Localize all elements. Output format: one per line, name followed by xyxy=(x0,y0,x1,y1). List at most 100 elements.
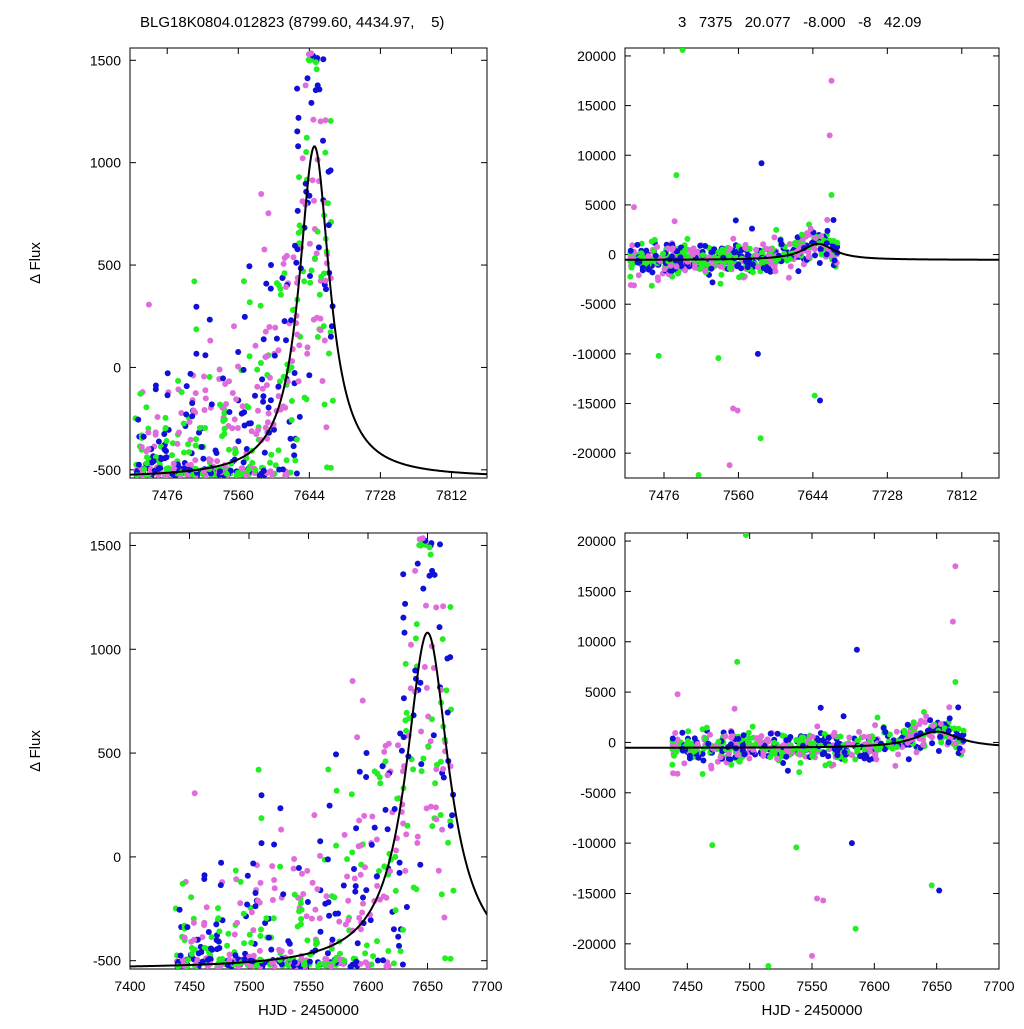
data-point-magenta xyxy=(395,742,401,749)
data-point-magenta xyxy=(248,909,255,916)
data-point-green xyxy=(191,946,198,953)
data-point-green xyxy=(301,961,307,968)
data-point-magenta xyxy=(423,684,430,691)
data-point-blue xyxy=(291,959,298,966)
data-point-magenta xyxy=(432,804,439,811)
x-tick-label: 7400 xyxy=(609,978,640,994)
model-curve xyxy=(130,145,487,476)
data-point-blue xyxy=(731,249,738,256)
data-point-green xyxy=(188,951,195,957)
y-tick-label: 1000 xyxy=(90,641,121,657)
outlier-point xyxy=(742,533,749,538)
data-point-green xyxy=(681,247,688,254)
data-point-magenta xyxy=(323,893,330,900)
data-point-green xyxy=(331,894,338,901)
data-point-green xyxy=(901,729,908,736)
data-point-green xyxy=(296,908,303,915)
data-point-blue xyxy=(304,899,311,905)
data-point-magenta xyxy=(256,947,263,954)
data-point-magenta xyxy=(290,254,297,261)
data-point-blue xyxy=(193,350,200,357)
data-point-green xyxy=(253,962,260,969)
data-point-blue xyxy=(293,470,300,477)
y-tick-label: -5000 xyxy=(580,296,616,312)
data-point-blue xyxy=(317,838,324,845)
data-point-green xyxy=(304,937,311,944)
x-axis-label: HJD - 2450000 xyxy=(258,1002,359,1019)
x-tick-label: 7600 xyxy=(859,978,890,994)
data-point-blue xyxy=(271,426,277,433)
data-point-blue xyxy=(277,805,284,812)
data-point-green xyxy=(143,460,150,467)
data-point-blue xyxy=(295,143,302,150)
data-point-blue xyxy=(294,207,301,214)
data-point-blue xyxy=(674,248,681,255)
data-point-magenta xyxy=(239,465,246,472)
data-point-blue xyxy=(347,963,354,969)
outlier-point xyxy=(734,407,741,414)
outlier-point xyxy=(765,963,772,969)
data-point-magenta xyxy=(345,917,352,924)
event-header-left: BLG18K0804.012823 (8799.60, 4434.97, 5) xyxy=(140,14,445,31)
data-point-blue xyxy=(260,398,267,405)
data-point-magenta xyxy=(708,762,715,769)
y-tick-label: -20000 xyxy=(572,936,616,952)
data-point-green xyxy=(717,280,724,287)
data-point-magenta xyxy=(722,733,729,740)
data-point-blue xyxy=(276,466,283,473)
data-point-magenta xyxy=(418,728,425,735)
data-point-magenta xyxy=(242,472,249,478)
data-point-green xyxy=(232,447,239,454)
data-point-magenta xyxy=(760,241,767,248)
data-point-blue xyxy=(209,946,216,953)
data-point-magenta xyxy=(923,713,930,720)
data-point-magenta xyxy=(252,342,259,349)
data-point-green xyxy=(217,401,224,408)
outlier-point xyxy=(853,646,860,653)
data-point-green xyxy=(240,910,247,917)
y-tick-label: -5000 xyxy=(580,785,616,801)
data-point-green xyxy=(137,390,144,397)
data-point-magenta xyxy=(774,755,781,762)
data-point-magenta xyxy=(357,871,364,878)
data-point-green xyxy=(362,950,369,957)
data-point-green xyxy=(960,727,967,734)
data-point-blue xyxy=(306,958,313,965)
data-point-blue xyxy=(700,757,707,764)
data-point-green xyxy=(337,950,343,957)
data-point-green xyxy=(162,414,169,421)
y-tick-label: -500 xyxy=(93,462,121,478)
data-point-blue xyxy=(241,313,248,320)
data-point-blue xyxy=(240,459,247,466)
data-point-blue xyxy=(741,751,748,758)
data-point-magenta xyxy=(872,722,879,729)
data-point-green xyxy=(303,396,310,403)
data-point-blue xyxy=(627,247,634,254)
data-point-blue xyxy=(841,749,848,756)
data-point-blue xyxy=(158,456,165,463)
data-point-magenta xyxy=(349,678,356,684)
data-point-magenta xyxy=(674,736,681,743)
data-point-green xyxy=(402,660,409,667)
data-point-blue xyxy=(735,735,742,742)
data-point-magenta xyxy=(304,867,311,874)
data-point-magenta xyxy=(143,448,150,455)
data-point-blue xyxy=(322,900,329,907)
data-point-blue xyxy=(205,956,211,963)
data-point-magenta xyxy=(384,772,391,779)
data-point-magenta xyxy=(237,900,244,907)
data-point-blue xyxy=(956,745,963,752)
data-point-blue xyxy=(262,920,269,926)
data-point-blue xyxy=(241,422,248,429)
data-point-magenta xyxy=(262,424,269,431)
data-point-magenta xyxy=(356,817,363,824)
data-point-blue xyxy=(306,372,313,379)
data-point-blue xyxy=(725,755,732,762)
data-point-green xyxy=(327,329,334,336)
y-tick-label: 0 xyxy=(608,734,616,750)
outlier-point xyxy=(757,435,764,442)
data-point-green xyxy=(702,735,709,742)
data-point-blue xyxy=(400,571,407,578)
data-point-magenta xyxy=(796,751,803,758)
data-point-green xyxy=(736,758,743,765)
